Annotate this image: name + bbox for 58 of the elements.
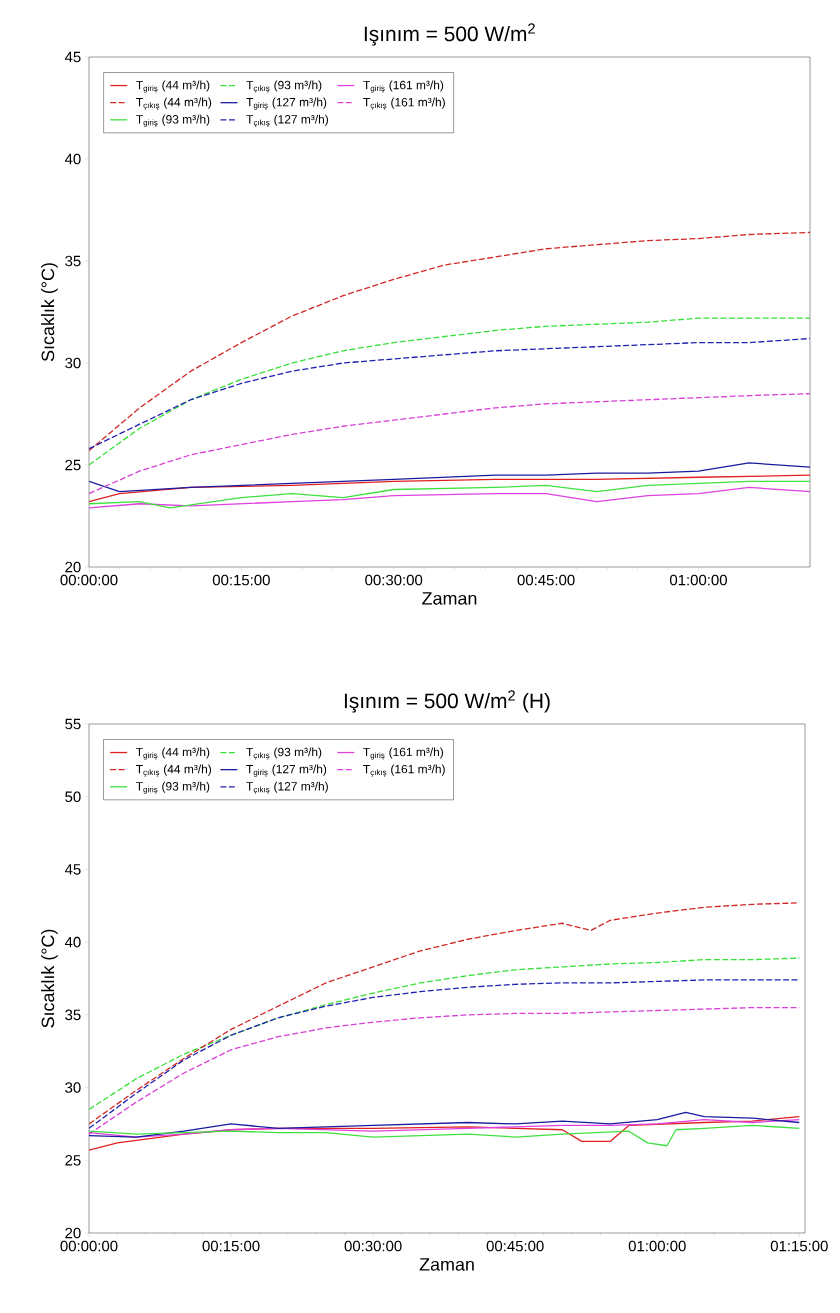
line-series (89, 231, 811, 452)
line-series (89, 1111, 800, 1138)
y-tick-label: 50 (65, 791, 81, 803)
legend-label: T$_{çıkış}$ (127 m³/h) (246, 114, 328, 127)
line-series (89, 1006, 800, 1135)
x-tick-label: 00:00:00 (60, 1240, 118, 1252)
y-tick-label: 30 (65, 1082, 81, 1093)
x-tick-label: 00:30:00 (365, 574, 423, 586)
line-series (89, 462, 811, 493)
chart-title: Işınım = 500 W/m$^{2}$ (H) (344, 690, 550, 713)
line-series (89, 902, 800, 1125)
legend-label: T$_{çıkış}$ (161 m³/h) (363, 764, 445, 777)
line-series (89, 392, 811, 495)
legend-label: T$_{çıkış}$ (127 m³/h) (246, 781, 328, 794)
x-axis-title: Zaman (419, 1258, 474, 1271)
y-axis-title: Sıcaklık (°C) (41, 263, 58, 362)
y-tick-label: 45 (64, 864, 81, 875)
x-tick-label: 01:00:00 (628, 1240, 686, 1252)
x-tick-label: 00:00:00 (60, 574, 118, 586)
legend-label: T$_{giriş}$ (44 m³/h) (136, 80, 210, 93)
x-tick-label: 00:45:00 (517, 574, 575, 586)
legend-label: T$_{giriş}$ (127 m³/h) (246, 97, 327, 110)
line-series (89, 1124, 800, 1147)
y-tick-label: 35 (65, 1009, 81, 1021)
x-tick-label: 01:15:00 (770, 1240, 828, 1252)
line-series (89, 480, 811, 509)
legend-label: T$_{giriş}$ (44 m³/h) (136, 747, 210, 760)
y-tick-label: 35 (65, 255, 81, 267)
x-axis-title: Zaman (422, 592, 477, 605)
x-tick-label: 01:00:00 (669, 574, 727, 586)
line-series (89, 957, 800, 1111)
y-tick-label: 45 (64, 51, 81, 63)
legend-label: T$_{giriş}$ (161 m³/h) (363, 80, 444, 93)
x-tick-label: 00:15:00 (212, 574, 270, 586)
legend-label: T$_{çıkış}$ (161 m³/h) (363, 97, 445, 110)
legend-label: T$_{çıkış}$ (93 m³/h) (246, 80, 322, 93)
y-tick-label: 20 (65, 561, 81, 573)
chart-title: Işınım = 500 W/m$^{2}$ (364, 23, 535, 46)
line-series (89, 486, 811, 509)
y-tick-label: 40 (64, 936, 81, 948)
y-tick-label: 20 (65, 1227, 81, 1239)
legend-label: T$_{giriş}$ (93 m³/h) (136, 114, 210, 127)
y-tick-label: 25 (65, 1155, 81, 1166)
line-series (89, 474, 811, 503)
x-tick-label: 00:45:00 (486, 1240, 544, 1252)
x-tick-label: 00:15:00 (202, 1240, 260, 1252)
legend-label: T$_{giriş}$ (93 m³/h) (136, 781, 210, 794)
y-tick-label: 40 (64, 153, 81, 165)
legend-label: T$_{çıkış}$ (44 m³/h) (136, 97, 212, 110)
legend-label: T$_{giriş}$ (127 m³/h) (246, 764, 327, 777)
y-tick-label: 55 (65, 718, 81, 730)
y-tick-label: 30 (65, 357, 81, 369)
legend-label: T$_{çıkış}$ (44 m³/h) (136, 764, 212, 777)
y-axis-title: Sıcaklık (°C) (41, 929, 58, 1028)
x-tick-label: 00:30:00 (344, 1240, 402, 1252)
y-tick-label: 25 (65, 459, 81, 471)
legend-label: T$_{çıkış}$ (93 m³/h) (246, 747, 322, 760)
legend-label: T$_{giriş}$ (161 m³/h) (363, 747, 444, 760)
